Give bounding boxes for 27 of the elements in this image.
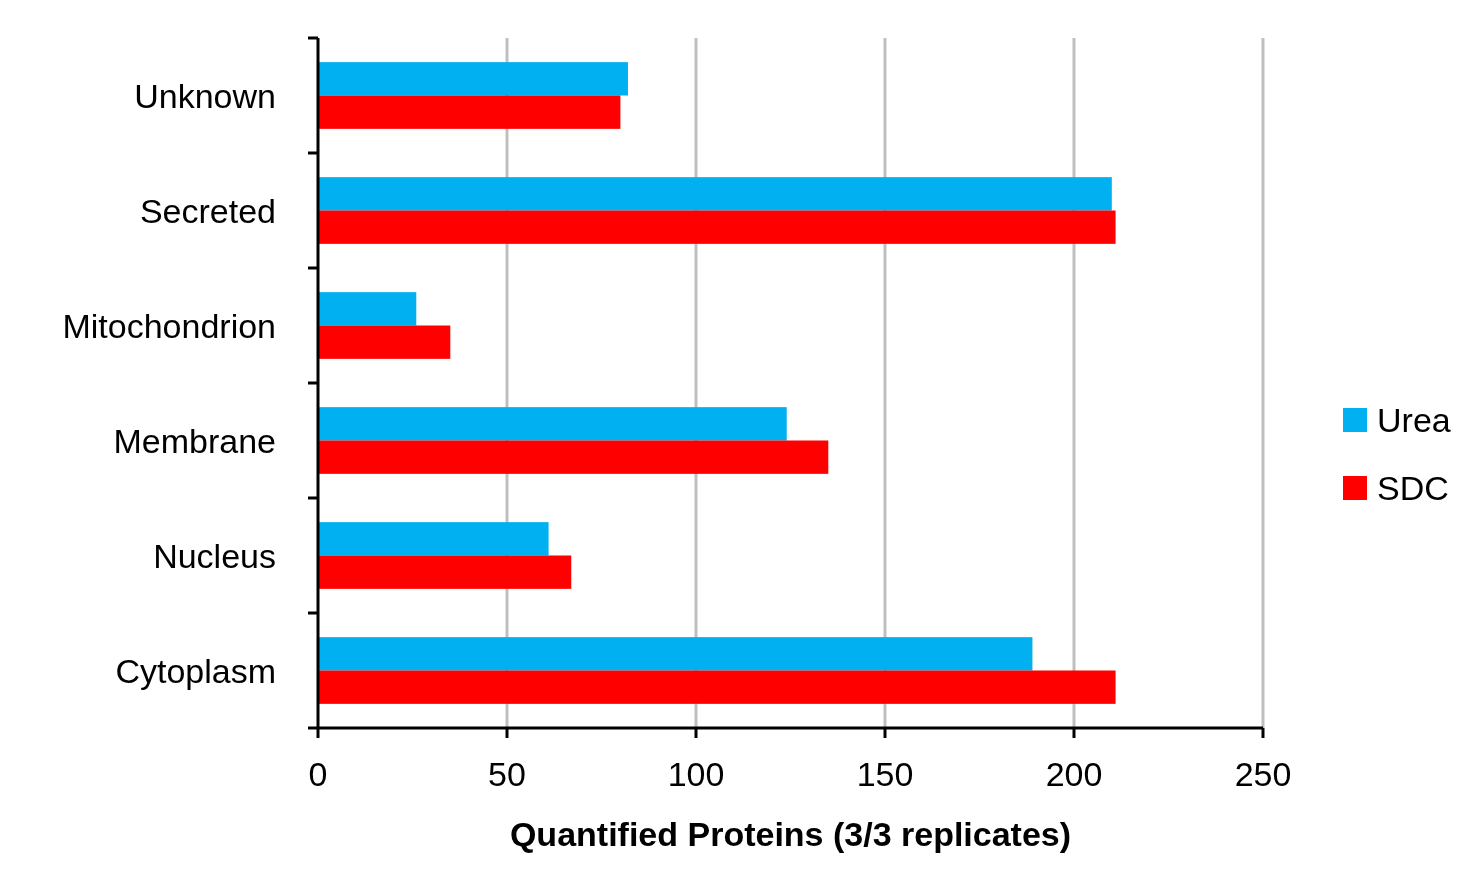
y-tick-label: Membrane [113, 421, 276, 460]
bar [318, 210, 1116, 244]
bar [318, 62, 628, 96]
x-axis-title: Quantified Proteins (3/3 replicates) [509, 815, 1072, 853]
bar [318, 325, 451, 359]
y-tick-label: Mitochondrion [62, 306, 276, 345]
y-tick-label: Cytoplasm [115, 651, 276, 690]
y-tick-label: Unknown [134, 76, 276, 115]
bar [318, 555, 572, 589]
bar [318, 440, 829, 474]
x-tick-label: 250 [1234, 755, 1292, 793]
y-tick-label: Nucleus [153, 536, 276, 575]
bar [318, 637, 1033, 671]
legend-label: Urea [1377, 401, 1451, 439]
x-tick-label: 100 [667, 755, 725, 793]
bar [318, 177, 1112, 211]
bar [318, 670, 1116, 704]
x-tick-label: 0 [308, 755, 328, 793]
legend-label: SDC [1377, 469, 1449, 507]
bar [318, 407, 787, 441]
bar [318, 95, 621, 129]
x-tick-label: 150 [856, 755, 914, 793]
bar [318, 292, 417, 326]
x-tick-label: 200 [1045, 755, 1103, 793]
y-tick-label: Secreted [139, 191, 276, 230]
x-tick-label: 50 [488, 755, 526, 793]
bar [318, 522, 549, 556]
